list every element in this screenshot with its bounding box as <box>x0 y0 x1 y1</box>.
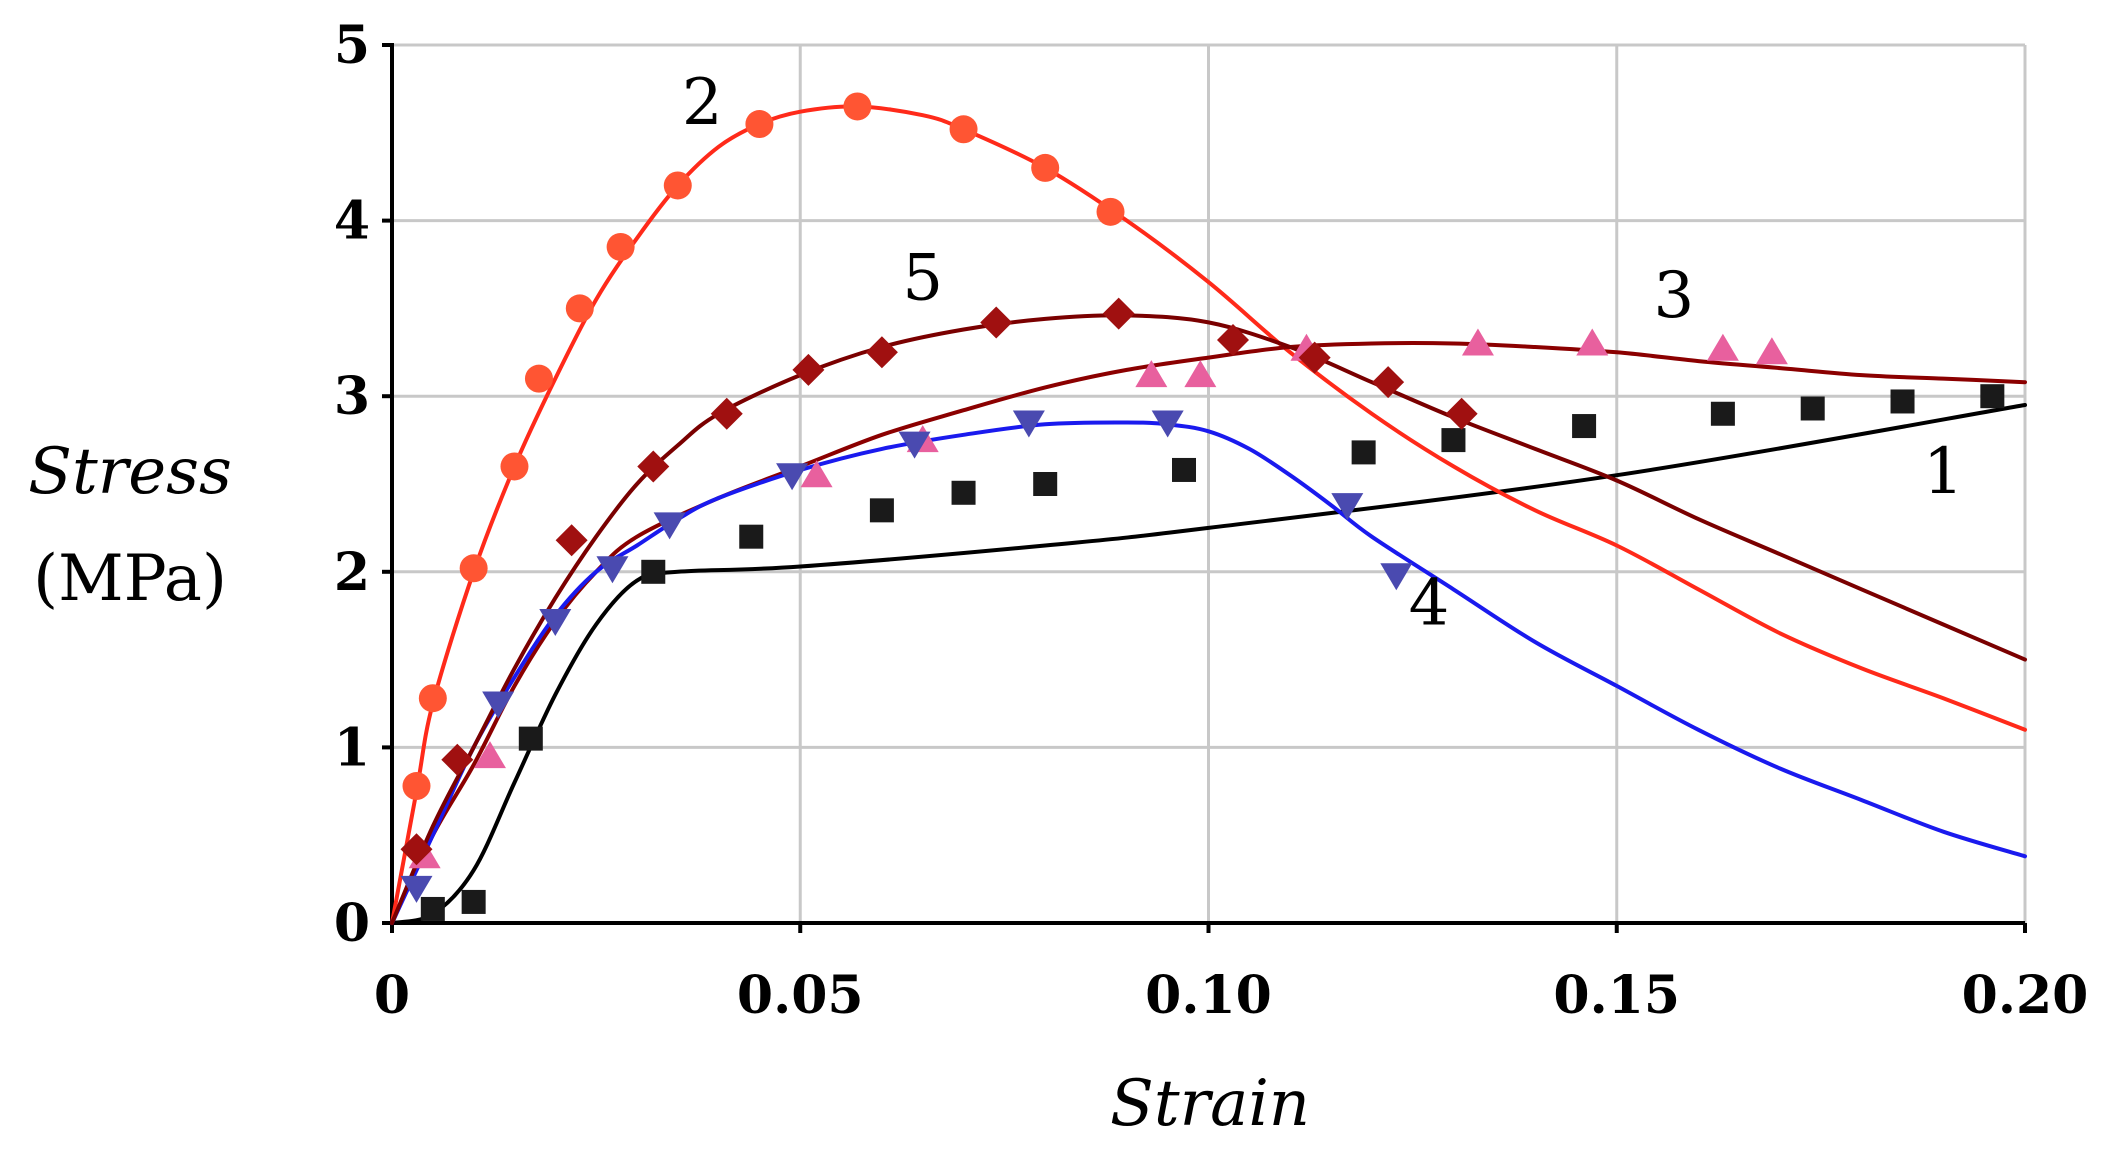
data-point-1 <box>461 889 486 914</box>
curve-labels: 2 5 3 1 4 <box>682 66 1964 640</box>
data-point-1 <box>951 480 976 505</box>
data-point-5 <box>1102 297 1135 330</box>
curve-label-5: 5 <box>902 242 943 316</box>
y-tick-label: 1 <box>334 717 370 778</box>
data-point-4 <box>1380 563 1413 591</box>
series-line-4 <box>390 420 2027 925</box>
data-point-5 <box>1298 341 1331 374</box>
data-point-1 <box>641 559 666 584</box>
data-point-2 <box>1096 197 1125 226</box>
data-point-1 <box>1441 428 1466 453</box>
x-tick-label: 0.20 <box>1962 965 2089 1026</box>
data-point-1 <box>1351 440 1376 465</box>
data-point-5 <box>441 743 474 776</box>
y-tick-label: 2 <box>334 542 370 603</box>
data-point-3 <box>800 460 833 488</box>
data-point-3 <box>1135 360 1168 388</box>
data-point-3 <box>473 741 506 769</box>
axes <box>382 43 2027 933</box>
data-point-2 <box>418 684 447 713</box>
data-point-4 <box>596 556 629 584</box>
data-point-4 <box>400 875 433 903</box>
data-point-2 <box>1031 153 1060 182</box>
data-point-1 <box>1800 396 1825 421</box>
y-tick-label: 0 <box>334 893 370 954</box>
y-tick-label: 3 <box>334 366 370 427</box>
y-axis-title: Stress <box>28 435 232 509</box>
data-point-1 <box>1572 414 1597 439</box>
data-point-5 <box>555 524 588 557</box>
data-point-2 <box>565 294 594 323</box>
data-point-2 <box>949 115 978 144</box>
data-point-2 <box>745 110 774 139</box>
data-point-4 <box>898 431 931 459</box>
data-point-5 <box>1445 397 1478 430</box>
data-point-1 <box>1033 472 1058 496</box>
curve-label-4: 4 <box>1409 566 1450 640</box>
curve-label-3: 3 <box>1654 259 1695 333</box>
data-point-3 <box>1184 360 1217 388</box>
data-point-2 <box>663 171 692 200</box>
x-axis-title: Strain <box>1110 1067 1310 1141</box>
data-point-2 <box>843 92 872 121</box>
x-tick-label: 0.10 <box>1145 965 1272 1026</box>
data-point-3 <box>1755 337 1788 365</box>
data-point-4 <box>653 512 686 540</box>
x-tick-label: 0.15 <box>1553 965 1680 1026</box>
data-point-5 <box>400 833 433 866</box>
data-point-4 <box>776 463 809 491</box>
data-point-2 <box>606 232 635 261</box>
data-point-5 <box>1216 324 1249 357</box>
data-point-1 <box>518 726 543 751</box>
curve-label-2: 2 <box>682 66 723 140</box>
y-tick-label: 4 <box>334 191 370 252</box>
y-tick-label: 5 <box>334 15 370 76</box>
data-point-4 <box>1331 493 1364 521</box>
data-point-5 <box>637 450 670 483</box>
data-point-5 <box>980 306 1013 339</box>
x-tick-label: 0.05 <box>737 965 864 1026</box>
data-point-1 <box>420 896 445 921</box>
data-point-3 <box>1576 328 1609 356</box>
data-point-5 <box>792 353 825 386</box>
data-point-1 <box>1890 389 1915 414</box>
data-point-2 <box>459 554 488 583</box>
y-axis-unit: (MPa) <box>33 542 227 616</box>
series-line-1 <box>390 403 2027 925</box>
data-point-4 <box>1012 410 1045 438</box>
data-point-1 <box>1980 384 2005 409</box>
data-point-1 <box>1710 401 1735 426</box>
data-point-5 <box>1372 366 1405 399</box>
data-point-2 <box>524 364 553 393</box>
data-point-2 <box>402 772 431 801</box>
data-point-1 <box>1172 457 1197 482</box>
data-point-3 <box>1706 333 1739 361</box>
data-point-4 <box>1151 410 1184 438</box>
x-tick-label: 0 <box>374 965 410 1026</box>
series-markers <box>400 92 2005 921</box>
data-point-5 <box>865 336 898 369</box>
data-point-1 <box>869 498 894 523</box>
data-point-1 <box>739 524 764 549</box>
data-point-4 <box>482 691 515 719</box>
data-point-5 <box>710 397 743 430</box>
series-line-5 <box>390 313 2027 925</box>
curve-label-1: 1 <box>1923 435 1964 509</box>
data-point-4 <box>539 608 572 636</box>
tick-labels: 0 1 2 3 4 5 0 0.05 0.10 0.15 0.20 <box>334 15 2089 1026</box>
data-point-3 <box>1461 328 1494 356</box>
data-point-2 <box>500 452 529 481</box>
